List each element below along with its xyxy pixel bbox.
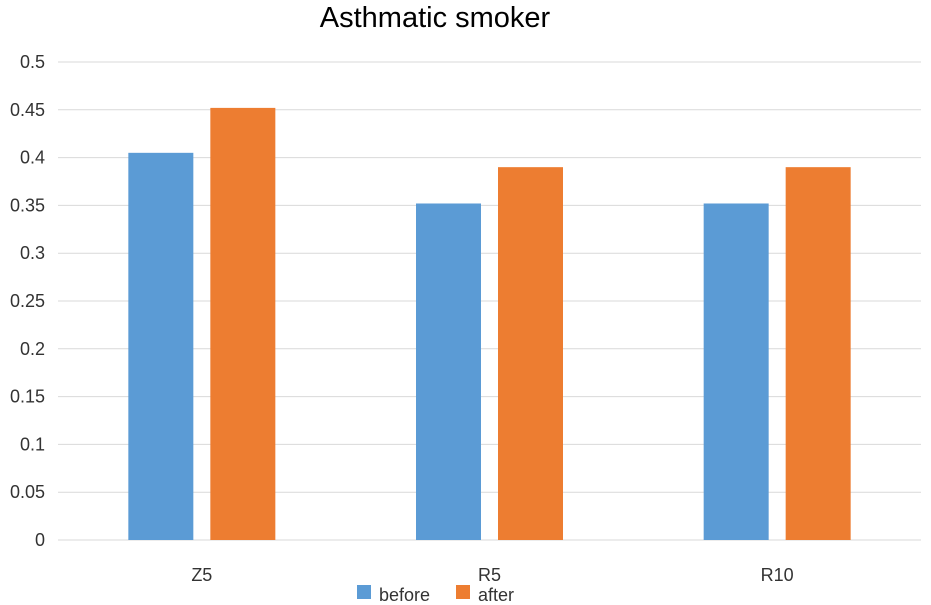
y-axis-ticks: 0 0.05 0.1 0.15 0.2 0.25 0.3 0.35 0.4 0.45 0.5: [10, 52, 45, 550]
x-axis-categories: Z5 R5 R10: [191, 565, 793, 585]
bar-before-R10: [703, 203, 769, 540]
legend: before after: [357, 585, 514, 605]
y-tick-label: 0.1: [20, 434, 45, 454]
legend-swatch-after: [456, 585, 470, 599]
bar-after-Z5: [210, 107, 276, 540]
y-tick-label: 0.15: [10, 387, 45, 407]
y-tick-label: 0.4: [20, 148, 45, 168]
y-tick-label: 0: [35, 530, 45, 550]
bar-before-R5: [416, 203, 481, 540]
bar-after-R10: [785, 167, 851, 540]
y-tick-label: 0.2: [20, 339, 45, 359]
bar-before-Z5: [128, 152, 194, 540]
bars: [128, 107, 851, 540]
bar-after-R5: [498, 167, 563, 540]
y-tick-label: 0.25: [10, 291, 45, 311]
y-tick-label: 0.3: [20, 243, 45, 263]
x-category-label: R5: [478, 565, 501, 585]
legend-swatch-before: [357, 585, 371, 599]
gridlines: [58, 61, 921, 541]
legend-label-after: after: [478, 585, 514, 605]
legend-label-before: before: [379, 585, 430, 605]
y-tick-label: 0.05: [10, 482, 45, 502]
x-category-label: Z5: [191, 565, 212, 585]
x-category-label: R10: [761, 565, 794, 585]
y-tick-label: 0.5: [20, 52, 45, 72]
chart-title: Asthmatic smoker: [320, 2, 551, 34]
y-tick-label: 0.35: [10, 195, 45, 215]
y-tick-label: 0.45: [10, 100, 45, 120]
